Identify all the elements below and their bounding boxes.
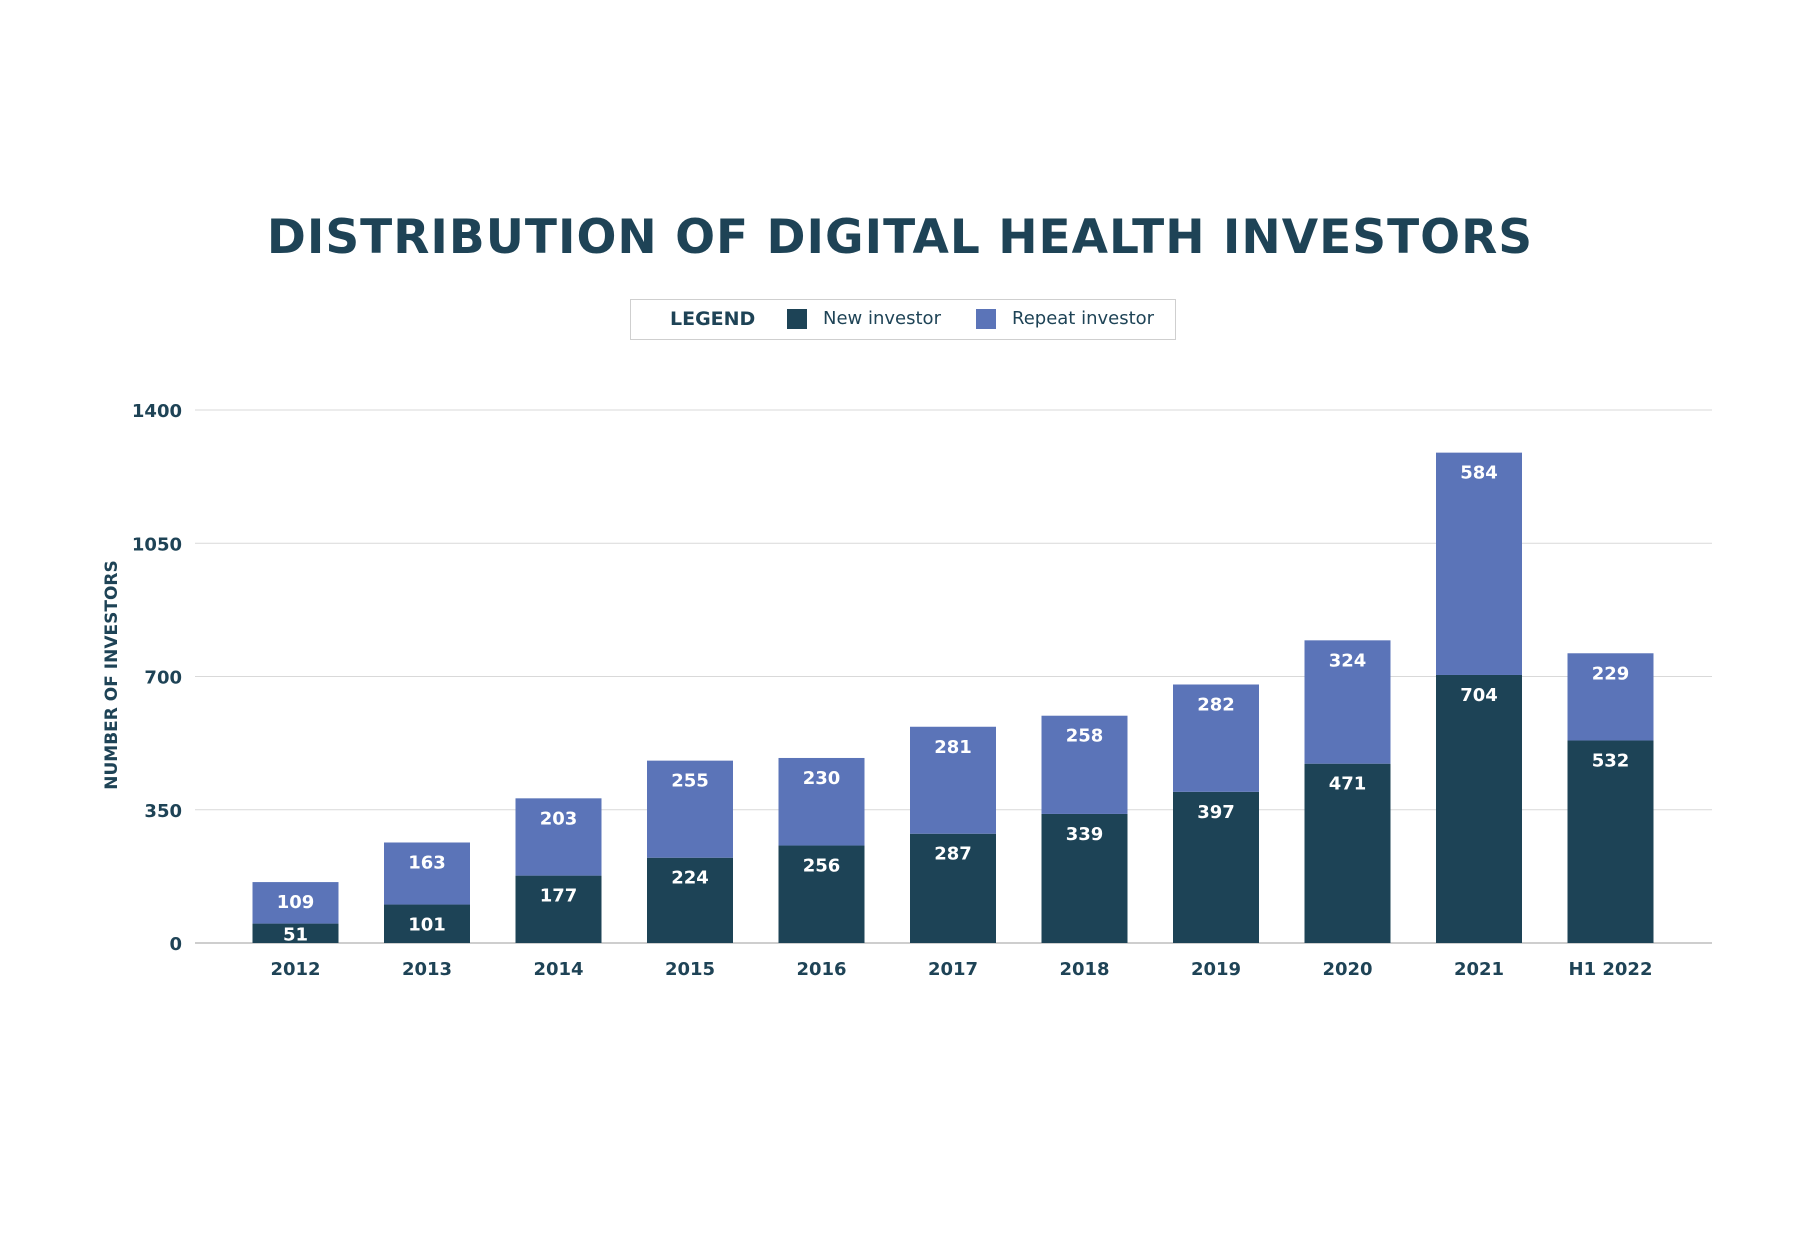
data-labels: 51 109 101 163 177 203 224 255 256 230 287 281 339 25… — [277, 463, 1630, 946]
data-label: 397 — [1197, 802, 1235, 823]
data-label: 281 — [934, 737, 972, 758]
legend-swatch-new-investor — [787, 308, 807, 329]
legend-item-new-investor: New investor — [787, 308, 941, 329]
x-tick-label: 2015 — [665, 959, 715, 980]
bar-repeat-investor — [910, 726, 996, 834]
legend-swatch-repeat-investor — [976, 308, 996, 329]
bar-new-investor — [1173, 791, 1259, 943]
legend-item-repeat-investor: Repeat investor — [976, 308, 1154, 329]
bar-new-investor — [1567, 740, 1654, 943]
bar-repeat-investor — [515, 798, 602, 876]
data-label: 704 — [1460, 685, 1498, 706]
data-label: 258 — [1066, 726, 1104, 747]
legend: LEGEND New investor Repeat investor — [630, 299, 1176, 340]
bar-new-investor — [1304, 763, 1391, 943]
bar-repeat-investor — [1436, 452, 1522, 675]
bar-repeat-investor — [647, 760, 733, 858]
data-label: 255 — [671, 771, 709, 792]
data-label: 256 — [803, 856, 841, 877]
data-label: 532 — [1592, 750, 1630, 771]
bar-new-investor — [515, 875, 602, 943]
data-label: 101 — [408, 915, 446, 936]
legend-label-repeat-investor: Repeat investor — [1012, 308, 1155, 329]
bar-repeat-investor — [384, 842, 470, 905]
data-label: 177 — [540, 886, 578, 907]
bar-new-investor — [1041, 813, 1128, 943]
data-label: 109 — [277, 892, 315, 913]
data-label: 324 — [1329, 650, 1367, 671]
data-label: 229 — [1592, 663, 1630, 684]
bars — [252, 452, 1654, 943]
y-tick-label: 700 — [144, 668, 182, 689]
data-label: 163 — [408, 852, 446, 873]
y-tick-labels: 0 350 700 1050 1400 — [132, 401, 182, 955]
y-tick-label: 1400 — [132, 401, 182, 422]
x-tick-label: 2016 — [796, 959, 846, 980]
y-tick-label: 0 — [169, 934, 182, 955]
data-label: 230 — [803, 768, 841, 789]
x-tick-label: 2019 — [1191, 959, 1241, 980]
data-label: 339 — [1066, 824, 1104, 845]
legend-label-new-investor: New investor — [823, 308, 941, 329]
bar-new-investor — [647, 857, 733, 943]
data-label: 203 — [540, 808, 578, 829]
bar-repeat-investor — [1041, 715, 1128, 814]
bar-new-investor — [384, 904, 470, 943]
x-tick-label: 2018 — [1059, 959, 1109, 980]
bar-repeat-investor — [252, 882, 339, 924]
x-tick-label: 2014 — [533, 959, 583, 980]
data-label: 287 — [934, 844, 972, 865]
bar-repeat-investor — [1567, 653, 1654, 741]
bar-new-investor — [910, 833, 996, 943]
y-tick-label: 1050 — [132, 534, 182, 555]
x-tick-label: H1 2022 — [1569, 959, 1653, 980]
bar-new-investor — [252, 923, 339, 943]
x-tick-label: 2017 — [928, 959, 978, 980]
data-label: 51 — [283, 924, 308, 945]
y-axis-label: NUMBER OF INVESTORS — [102, 560, 122, 789]
x-tick-labels: 2012 2013 2014 2015 2016 2017 2018 2019 2020 2021… — [270, 959, 1652, 980]
y-tick-label: 350 — [144, 801, 182, 822]
bar-repeat-investor — [1173, 684, 1259, 792]
legend-title: LEGEND — [670, 308, 756, 330]
x-tick-label: 2020 — [1322, 959, 1372, 980]
data-label: 471 — [1329, 774, 1367, 795]
data-label: 224 — [671, 868, 709, 889]
bar-new-investor — [778, 845, 865, 943]
data-label: 584 — [1460, 463, 1498, 484]
bar-repeat-investor — [1304, 640, 1391, 764]
x-tick-label: 2021 — [1454, 959, 1504, 980]
bar-repeat-investor — [778, 757, 865, 846]
chart-title: DISTRIBUTION OF DIGITAL HEALTH INVESTORS — [266, 210, 1534, 265]
bar-new-investor — [1436, 674, 1522, 943]
x-tick-label: 2012 — [270, 959, 320, 980]
x-tick-label: 2013 — [402, 959, 452, 980]
data-label: 282 — [1197, 694, 1235, 715]
